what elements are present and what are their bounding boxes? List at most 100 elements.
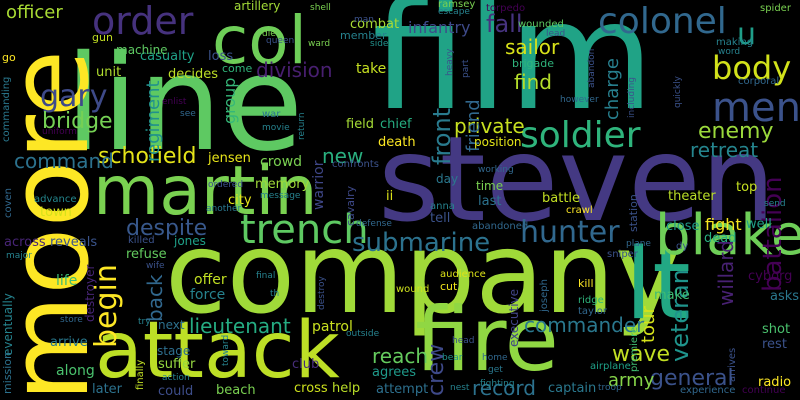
word-field: field (346, 117, 375, 132)
word-well: well (746, 217, 772, 232)
word-club: club (292, 357, 320, 372)
word-reveals: reveals (50, 235, 98, 250)
word-regiment: regiment (143, 80, 164, 162)
word-message: message (260, 191, 301, 201)
word-try: try (138, 317, 151, 327)
word-making: making (716, 37, 754, 48)
word-anna: anna (430, 201, 455, 212)
word-new: new (322, 144, 364, 168)
word-nest: nest (450, 383, 470, 393)
word-theater: theater (668, 189, 716, 204)
word-officer: officer (6, 2, 63, 23)
word-corporal: corporal (738, 76, 780, 87)
word-city: city (228, 193, 252, 208)
word-shell: shell (310, 3, 331, 13)
word-mission: mission (1, 352, 14, 394)
word-agrees: agrees (372, 365, 417, 380)
word-bear: bear (442, 353, 463, 363)
word-across: across (4, 235, 46, 250)
word-fire: fire (415, 288, 559, 391)
word-bridge: bridge (42, 109, 113, 134)
word-get: get (488, 365, 503, 375)
word-wave: wave (612, 342, 671, 367)
word-radio: radio (758, 375, 792, 390)
word-suffer: suffer (158, 357, 196, 372)
word-asks: asks (770, 289, 800, 304)
word-experience: experience (680, 385, 736, 396)
word-gary: gary (40, 79, 108, 114)
word-member: member (340, 29, 387, 42)
word-joseph: joseph (539, 279, 550, 312)
word-sniper: sniper (607, 249, 638, 260)
word-toward: toward (221, 334, 231, 366)
word-warrior: warrior (311, 160, 327, 210)
word-crowd: crowd (260, 154, 303, 170)
word-trench: trench (240, 207, 369, 253)
word-another: another (206, 204, 242, 214)
word-private: private (454, 114, 525, 138)
word-lt: lt (625, 228, 691, 342)
word-division: division (256, 58, 333, 82)
word-fighting: fighting (480, 379, 515, 389)
word-escape: escape (438, 7, 470, 17)
word-continue: continue (742, 385, 786, 396)
word-airplane: airplane (590, 361, 631, 372)
word-hunter: hunter (520, 215, 620, 250)
word-executive: executive (507, 288, 521, 347)
word-side: side (370, 39, 389, 49)
word-infantry: infantry (408, 18, 471, 37)
word-retreat: retreat (690, 138, 759, 162)
word-unit: unit (96, 65, 122, 80)
word-army: army (608, 370, 655, 391)
word-fall: fall (486, 10, 523, 38)
word-top: top (736, 180, 758, 195)
word-arrive: arrive (50, 335, 88, 350)
word-quickly: quickly (673, 76, 683, 108)
word-major: major (6, 251, 32, 261)
word-artillery: artillery (234, 0, 281, 13)
word-body: body (712, 49, 792, 87)
word-jensen: jensen (208, 151, 251, 166)
word-advance: advance (34, 194, 77, 205)
word-day: day (436, 172, 459, 186)
word-cross: cross (294, 381, 328, 396)
word-ramsey: ramsey (438, 0, 476, 10)
word-line: line (65, 27, 304, 181)
word-men: men (712, 85, 800, 131)
word-order: order (92, 0, 194, 43)
word-audience: audience (440, 269, 486, 280)
word-force: force (190, 287, 226, 303)
word-attack: attack (95, 306, 340, 396)
word-rest: rest (762, 337, 787, 352)
word-ward: ward (308, 39, 331, 49)
word-veteran: veteran (666, 269, 694, 362)
word-eventually: eventually (1, 293, 15, 356)
word-soldier: soldier (520, 115, 641, 156)
word-attempt: attempt (376, 382, 429, 397)
word-despite: despite (126, 216, 208, 241)
word-loss: loss (208, 49, 234, 64)
word-return: return (297, 112, 307, 140)
word-home: home (482, 353, 508, 363)
word-next: next (158, 318, 185, 332)
word-film: film (372, 0, 655, 144)
word-tour: tour (638, 306, 659, 343)
word-heavy: heavy (445, 48, 455, 76)
word-uniform: uniform (42, 127, 77, 137)
word-col: col (212, 2, 308, 79)
word-life: life (56, 273, 78, 289)
word-back: back (143, 274, 167, 322)
word-see: see (180, 109, 196, 119)
word-war: war (262, 109, 281, 120)
word-close: close (666, 219, 700, 234)
word-cyborg: cyborg (748, 269, 793, 284)
word-enlist: enlist (162, 97, 187, 107)
word-torpedo: torpedo (486, 3, 526, 14)
word-commanding: commanding (1, 76, 12, 142)
word-later: later (92, 382, 123, 397)
word-killed: killed (128, 235, 155, 246)
word-movie: movie (262, 123, 290, 133)
word-charge: charge (602, 58, 623, 120)
word-destroyer: destroyer (83, 264, 97, 322)
